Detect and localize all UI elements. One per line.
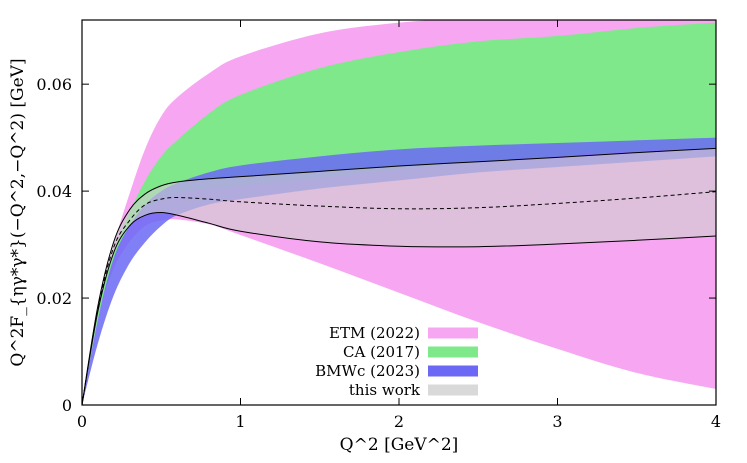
legend-swatch-ca-2017 bbox=[428, 346, 478, 358]
y-tick-label: 0.06 bbox=[36, 75, 72, 94]
ca-2017-band bbox=[82, 22, 716, 405]
legend-label-this-work: this work bbox=[349, 381, 421, 399]
y-tick-label: 0.02 bbox=[36, 289, 72, 308]
plot-area bbox=[82, 20, 716, 405]
y-tick-label: 0 bbox=[62, 396, 72, 415]
legend-swatch-this-work bbox=[428, 384, 478, 396]
x-tick-label: 0 bbox=[77, 412, 87, 431]
this-work-band bbox=[82, 148, 716, 405]
legend: ETM (2022)CA (2017)BMWc (2023)this work bbox=[315, 324, 478, 399]
y-tick-label: 0.04 bbox=[36, 182, 72, 201]
x-tick-label: 1 bbox=[235, 412, 245, 431]
legend-label-bmwc-2023: BMWc (2023) bbox=[315, 362, 420, 380]
this-work-upper-line bbox=[82, 147, 716, 405]
x-tick-label: 3 bbox=[552, 412, 562, 431]
x-tick-label: 4 bbox=[711, 412, 721, 431]
this-work-lower-line bbox=[82, 211, 716, 405]
this-work-central-line bbox=[82, 191, 716, 405]
legend-swatch-etm-2022 bbox=[428, 327, 478, 339]
x-tick-label: 2 bbox=[394, 412, 404, 431]
x-axis-title: Q^2 [GeV^2] bbox=[340, 435, 459, 455]
y-axis-title: Q^2F_{ηγ*γ*}(−Q^2,−Q^2) [GeV] bbox=[8, 58, 28, 366]
axes: 0 1 2 3 4 0 0.02 0.04 0.06 Q^2 [GeV^2] Q^2F_{ηγ*γ*… bbox=[8, 19, 721, 455]
legend-swatch-bmwc-2023 bbox=[428, 365, 478, 377]
legend-label-etm-2022: ETM (2022) bbox=[329, 324, 420, 342]
legend-label-ca-2017: CA (2017) bbox=[343, 343, 420, 361]
